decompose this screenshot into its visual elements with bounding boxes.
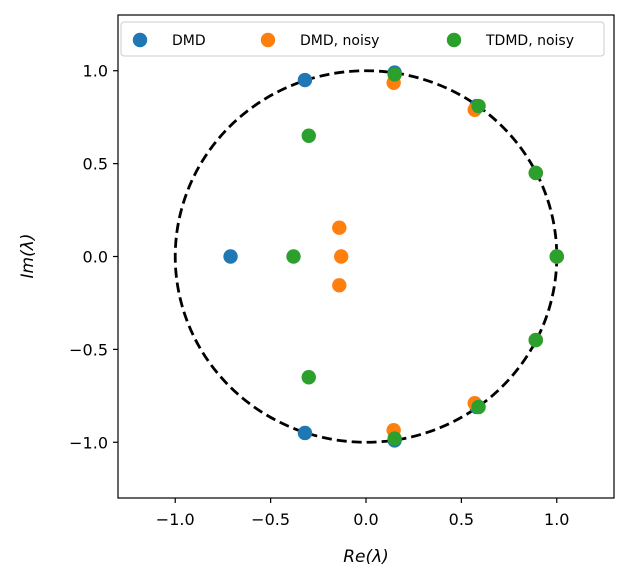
legend-label-1: DMD, noisy [300, 33, 379, 49]
legend-box [120, 21, 605, 57]
x-axis-ticks: −1.0 −0.5 0.0 0.5 1.0 [156, 498, 569, 529]
y-tick-label: 0.0 [83, 248, 108, 267]
legend-marker-1 [260, 32, 276, 48]
legend: DMD DMD, noisy TDMD, noisy [120, 21, 605, 57]
x-tick-label: 0.5 [449, 510, 474, 529]
x-tick-label: −0.5 [251, 510, 290, 529]
series-2 [286, 67, 564, 446]
legend-marker-0 [132, 32, 148, 48]
point-series-2-0 [301, 128, 316, 143]
point-series-1-1 [334, 249, 349, 264]
point-series-2-8 [528, 332, 543, 348]
x-tick-label: 1.0 [544, 510, 569, 529]
y-tick-label: −1.0 [69, 433, 108, 452]
point-series-2-7 [528, 165, 543, 181]
point-series-1-2 [332, 278, 347, 293]
y-axis-ticks: −1.0 −0.5 0.0 0.5 1.0 [69, 62, 118, 452]
x-axis-label: Re(λ) [343, 547, 389, 567]
legend-label-0: DMD [172, 33, 206, 49]
point-series-0-0 [223, 249, 238, 264]
legend-marker-2 [446, 32, 462, 48]
point-series-2-4 [387, 431, 402, 446]
point-series-1-0 [332, 220, 347, 235]
point-series-0-2 [297, 425, 313, 441]
legend-label-2: TDMD, noisy [485, 33, 574, 49]
y-tick-label: 1.0 [83, 62, 108, 81]
x-tick-label: −1.0 [156, 510, 195, 529]
point-series-2-9 [549, 249, 564, 264]
point-series-2-2 [301, 370, 316, 385]
point-series-2-1 [286, 249, 301, 264]
point-series-2-5 [471, 98, 486, 114]
y-tick-label: 0.5 [83, 155, 108, 174]
point-series-2-6 [471, 399, 486, 415]
point-series-0-1 [297, 72, 313, 88]
x-tick-label: 0.0 [353, 510, 378, 529]
y-axis-label: Im(λ) [18, 234, 38, 279]
plot-area [117, 14, 615, 499]
point-series-2-3 [387, 67, 402, 82]
y-tick-label: −0.5 [69, 340, 108, 359]
